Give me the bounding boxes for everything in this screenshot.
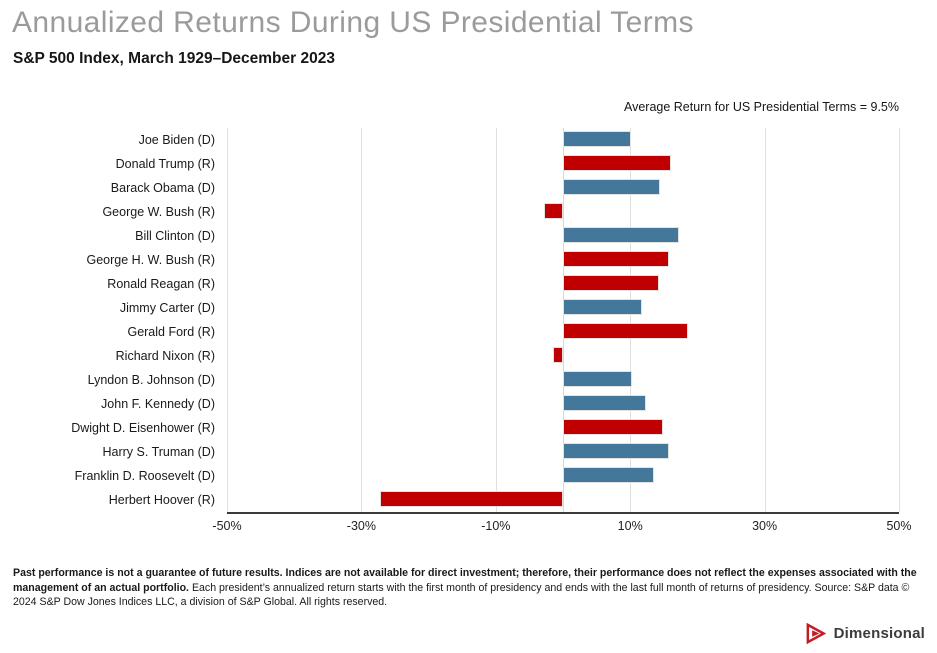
bar-track	[227, 392, 899, 416]
chart-row: George H. W. Bush (R)	[0, 248, 899, 272]
return-bar	[563, 419, 664, 435]
chart-row: Lyndon B. Johnson (D)	[0, 368, 899, 392]
president-label: Dwight D. Eisenhower (R)	[71, 421, 215, 435]
bar-track	[227, 272, 899, 296]
president-label: Barack Obama (D)	[110, 181, 215, 195]
average-return-annotation: Average Return for US Presidential Terms…	[623, 100, 899, 114]
return-bar	[563, 371, 633, 387]
return-bar	[563, 443, 670, 459]
president-label: Ronald Reagan (R)	[107, 277, 215, 291]
return-bar	[563, 227, 680, 243]
footnote-regular: Each president’s annualized return start…	[13, 581, 910, 609]
bar-track	[227, 152, 899, 176]
return-bar	[552, 347, 563, 363]
president-label: Harry S. Truman (D)	[102, 445, 215, 459]
dimensional-logo-icon	[806, 622, 826, 645]
chart-rows: Joe Biden (D) Donald Trump (R) Barack Obam…	[0, 128, 899, 512]
x-tick-label: 50%	[886, 519, 912, 533]
president-label: Herbert Hoover (R)	[108, 493, 215, 507]
bar-track	[227, 368, 899, 392]
x-tick-label: 30%	[752, 519, 778, 533]
chart-row: Richard Nixon (R)	[0, 344, 899, 368]
x-tick-label: -50%	[212, 519, 242, 533]
bar-track	[227, 320, 899, 344]
gridline	[630, 128, 632, 512]
return-bar	[563, 179, 661, 195]
president-label: Donald Trump (R)	[115, 157, 215, 171]
dimensional-logo: Dimensional	[804, 622, 925, 645]
return-bar	[563, 395, 647, 411]
chart-row: Ronald Reagan (R)	[0, 272, 899, 296]
x-axis-tick-labels: -50% -30% -10% 10% 30% 50%	[212, 519, 911, 539]
gridline	[899, 128, 900, 512]
bar-track	[227, 224, 899, 248]
chart-subtitle: S&P 500 Index, March 1929–December 2023	[13, 50, 335, 67]
gridline	[495, 128, 497, 512]
bar-track	[227, 200, 899, 224]
return-bar	[563, 131, 631, 147]
footnote-bold: Past performance is not a guarantee of f…	[13, 567, 917, 594]
gridline	[227, 128, 228, 512]
return-bar	[563, 155, 672, 171]
president-label: Franklin D. Roosevelt (D)	[74, 469, 215, 483]
bar-track	[227, 344, 899, 368]
x-tick-label: -30%	[346, 519, 376, 533]
chart-row: Herbert Hoover (R)	[0, 488, 899, 512]
president-label: Bill Clinton (D)	[135, 229, 215, 243]
gridlines	[227, 128, 900, 512]
bar-track	[227, 488, 899, 512]
president-label: Gerald Ford (R)	[127, 325, 215, 339]
president-label: Richard Nixon (R)	[115, 349, 215, 363]
bar-track	[227, 176, 899, 200]
return-bar	[543, 203, 563, 219]
chart-row: Franklin D. Roosevelt (D)	[0, 464, 899, 488]
chart-row: John F. Kennedy (D)	[0, 392, 899, 416]
dimensional-logo-text: Dimensional	[833, 625, 925, 642]
bar-track	[227, 440, 899, 464]
return-bar	[563, 467, 654, 483]
president-label: Joe Biden (D)	[138, 133, 215, 147]
chart-row: Gerald Ford (R)	[0, 320, 899, 344]
gridline	[764, 128, 766, 512]
chart-row: Barack Obama (D)	[0, 176, 899, 200]
chart-row: Dwight D. Eisenhower (R)	[0, 416, 899, 440]
x-axis-line	[227, 512, 899, 514]
x-tick-label: 10%	[617, 519, 643, 533]
president-label: John F. Kennedy (D)	[101, 397, 215, 411]
bar-track	[227, 296, 899, 320]
chart-row: Bill Clinton (D)	[0, 224, 899, 248]
return-bar	[563, 251, 670, 267]
president-label: Lyndon B. Johnson (D)	[87, 373, 215, 387]
footnote: Past performance is not a guarantee of f…	[13, 566, 921, 610]
bar-track	[227, 416, 899, 440]
bar-track	[227, 464, 899, 488]
president-label: George W. Bush (R)	[102, 205, 215, 219]
zero-baseline	[563, 128, 564, 512]
return-bar	[563, 323, 688, 339]
chart-row: George W. Bush (R)	[0, 200, 899, 224]
gridline	[361, 128, 363, 512]
return-bar	[563, 275, 660, 291]
president-label: George H. W. Bush (R)	[86, 253, 215, 267]
bar-track	[227, 248, 899, 272]
return-bar	[379, 491, 563, 507]
president-label: Jimmy Carter (D)	[119, 301, 215, 315]
x-tick-label: -10%	[481, 519, 511, 533]
return-bar	[563, 299, 642, 315]
chart-row: Harry S. Truman (D)	[0, 440, 899, 464]
chart-title: Annualized Returns During US Presidentia…	[12, 6, 694, 39]
chart-row: Jimmy Carter (D)	[0, 296, 899, 320]
chart-row: Joe Biden (D)	[0, 128, 899, 152]
chart-row: Donald Trump (R)	[0, 152, 899, 176]
bar-track	[227, 128, 899, 152]
